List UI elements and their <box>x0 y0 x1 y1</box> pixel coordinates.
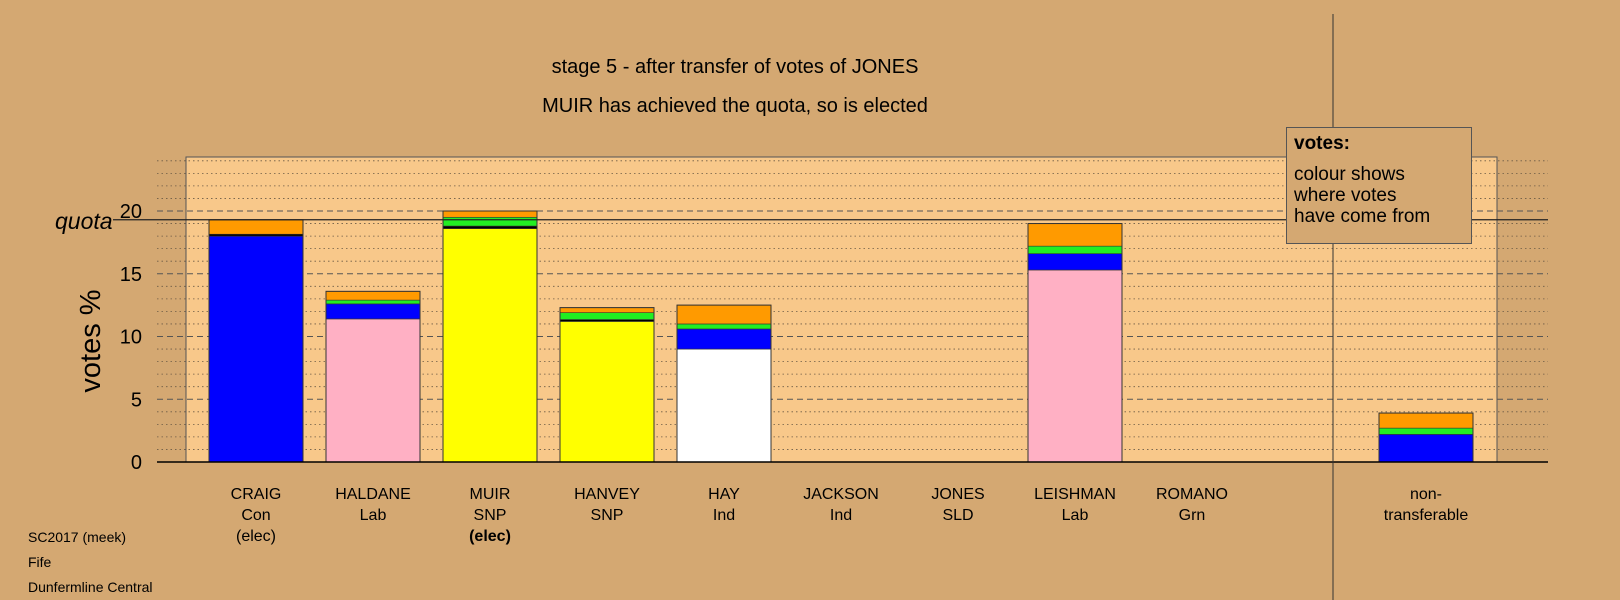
bar-segment <box>676 348 772 463</box>
candidate-party: Con <box>241 507 270 524</box>
footer-method: SC2017 (meek) <box>28 529 127 545</box>
legend-line: where votes <box>1294 185 1397 206</box>
y-tick-label: 15 <box>120 264 142 286</box>
bar-segment <box>676 323 772 330</box>
chart-subtitle: MUIR has achieved the quota, so is elect… <box>542 95 928 117</box>
bar-segment <box>559 312 655 320</box>
y-tick-label: 0 <box>131 452 142 474</box>
candidate-name: ROMANO <box>1156 486 1228 503</box>
quota-label: quota <box>55 208 113 234</box>
bar-segment <box>559 321 655 463</box>
chart-title: stage 5 - after transfer of votes of JON… <box>552 56 919 78</box>
candidate-party: Ind <box>830 507 852 524</box>
legend-title: votes: <box>1294 133 1350 154</box>
candidate-party: Grn <box>1179 507 1206 524</box>
bar-segment <box>1027 245 1123 254</box>
bar-segment <box>559 307 655 313</box>
nontransferable-bar-segment <box>1378 427 1474 435</box>
candidate-party: SLD <box>942 507 973 524</box>
nontransferable-bar-segment <box>1378 434 1474 463</box>
bar-segment <box>676 328 772 350</box>
legend-box: votes: colour shows where votes have com… <box>1286 127 1472 244</box>
candidate-name: MUIR <box>470 486 511 503</box>
bar-segment <box>676 304 772 325</box>
bar-segment <box>208 235 304 463</box>
bar-segment <box>325 291 421 301</box>
candidate-name: HALDANE <box>335 486 411 503</box>
bar-segment <box>208 219 304 235</box>
candidate-status: (elec) <box>236 528 276 545</box>
y-tick-label: 5 <box>131 389 142 411</box>
bar-segment <box>325 303 421 320</box>
bar-segment <box>325 299 421 305</box>
candidate-name: CRAIG <box>231 486 282 503</box>
bar-segment <box>442 210 538 218</box>
footer-council: Fife <box>28 554 52 570</box>
candidate-party: SNP <box>474 507 507 524</box>
bar-segment <box>1027 269 1123 463</box>
nontransferable-bar-segment <box>1378 412 1474 429</box>
axes: 0 5 10 15 20 <box>113 14 1548 600</box>
bar-segment <box>442 228 538 463</box>
candidate-party: Lab <box>1062 507 1089 524</box>
legend-line: colour shows <box>1294 164 1405 185</box>
bar-segment <box>1027 253 1123 271</box>
candidate-name: JONES <box>931 486 984 503</box>
bars <box>208 210 1474 463</box>
candidate-name: JACKSON <box>803 486 879 503</box>
candidate-name: HAY <box>708 486 740 503</box>
y-axis-label: votes % <box>75 289 107 392</box>
bar-segment <box>325 318 421 463</box>
bar-segment <box>442 225 538 229</box>
candidate-party: SNP <box>591 507 624 524</box>
bar-segment <box>442 216 538 227</box>
candidate-status: (elec) <box>469 528 511 545</box>
x-labels: CRAIG Con (elec) HALDANE Lab MUIR SNP (elec) HAN… <box>231 486 1469 545</box>
nontransferable-label: transferable <box>1384 507 1469 524</box>
candidate-name: LEISHMAN <box>1034 486 1116 503</box>
nontransferable-label: non- <box>1410 486 1442 503</box>
candidate-name: HANVEY <box>574 486 640 503</box>
candidate-party: Lab <box>360 507 387 524</box>
bar-segment <box>1027 223 1123 247</box>
y-tick-label: 20 <box>120 201 142 223</box>
footer-ward: Dunfermline Central <box>28 579 153 595</box>
candidate-party: Ind <box>713 507 735 524</box>
y-tick-label: 10 <box>120 327 142 349</box>
legend-line: have come from <box>1294 206 1431 227</box>
